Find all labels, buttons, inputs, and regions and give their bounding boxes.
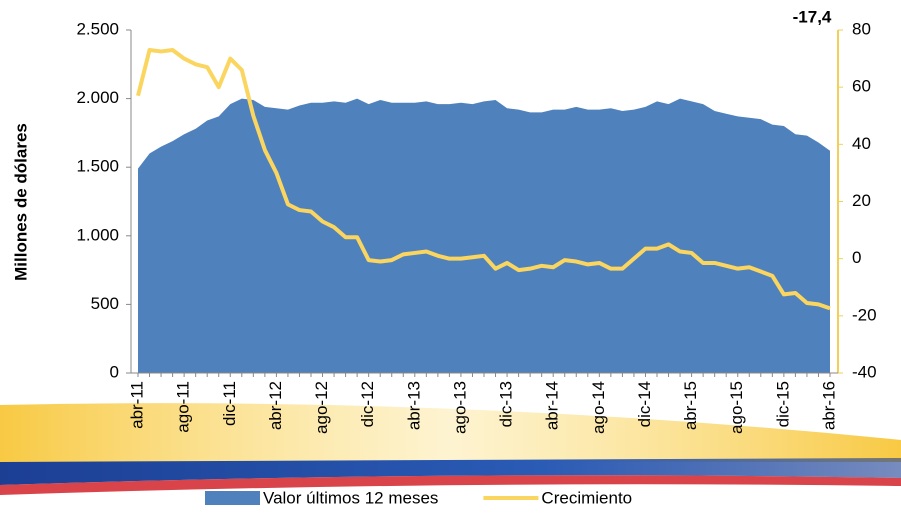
y2-tick-label: 40	[852, 134, 871, 153]
x-tick-label: ago-14	[589, 381, 608, 434]
x-tick-label: abr-13	[404, 381, 423, 430]
y-tick-label: 500	[91, 294, 119, 313]
x-tick-label: dic-12	[358, 381, 377, 427]
x-tick-label: abr-12	[266, 381, 285, 430]
legend: Valor últimos 12 meses Crecimiento	[205, 488, 632, 507]
y-tick-label: 2.000	[76, 88, 119, 107]
y2-tick-label: 60	[852, 77, 871, 96]
x-tick-label: dic-11	[220, 381, 239, 426]
x-tick-label: dic-14	[635, 381, 654, 427]
y-tick-label: 1.000	[76, 225, 119, 244]
x-tick-label: ago-13	[450, 381, 469, 434]
y2-tick-label: 20	[852, 191, 871, 210]
legend-swatch	[205, 491, 260, 505]
x-tick-label: abr-11	[127, 381, 146, 429]
y2-tick-label: -40	[852, 362, 877, 381]
x-tick-label: dic-15	[773, 381, 792, 427]
page: Millones de dólares -17,4 Valor últimos …	[0, 0, 901, 517]
y-tick-label: 2.500	[76, 19, 119, 38]
legend-label: Valor últimos 12 meses	[263, 488, 438, 507]
x-tick-label: ago-15	[727, 381, 746, 434]
annotation: -17,4	[793, 7, 832, 26]
legend-label: Crecimiento	[541, 488, 632, 507]
x-tick-label: dic-13	[497, 381, 516, 427]
x-tick-label: abr-16	[819, 381, 838, 430]
y-axis-title: Millones de dólares	[11, 123, 30, 281]
x-tick-label: abr-15	[681, 381, 700, 430]
y-tick-label: 1.500	[76, 157, 119, 176]
y2-tick-label: -20	[852, 305, 877, 324]
y2-tick-label: 0	[852, 248, 861, 267]
x-tick-label: ago-11	[174, 381, 193, 433]
y2-tick-label: 80	[852, 19, 871, 38]
y-tick-label: 0	[110, 362, 119, 381]
area	[138, 99, 830, 373]
chart: Millones de dólares -17,4 Valor últimos …	[0, 0, 901, 517]
x-tick-label: abr-14	[543, 381, 562, 430]
x-tick-label: ago-12	[312, 381, 331, 434]
